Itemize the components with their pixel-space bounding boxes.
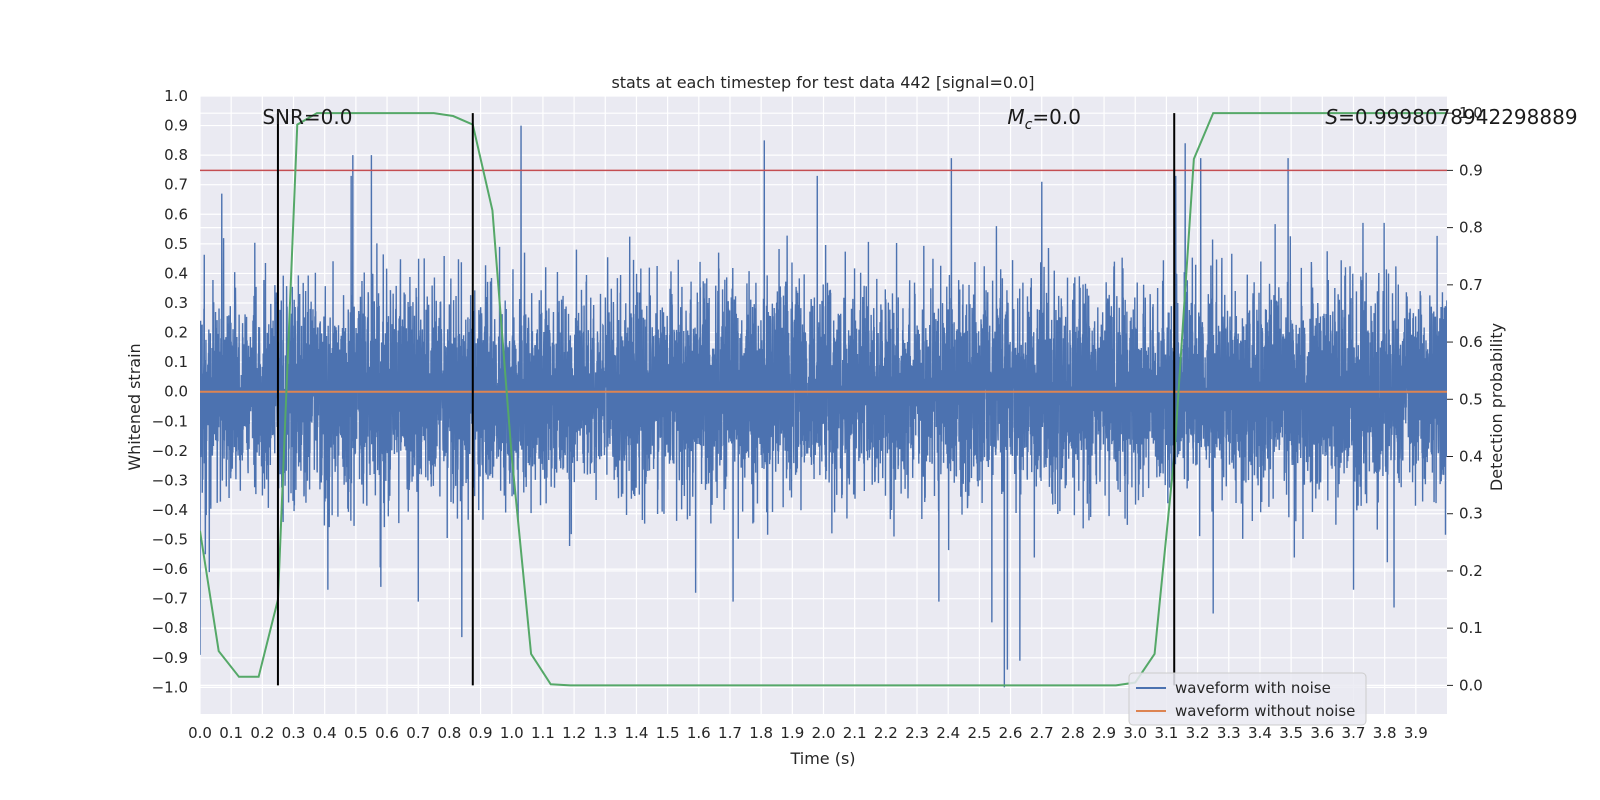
y2-tick-label: 0.4 <box>1459 448 1483 466</box>
y-tick-label: −0.6 <box>152 560 188 578</box>
y-tick-label: 0.3 <box>164 294 188 312</box>
y-tick-label: 0.5 <box>164 235 188 253</box>
ticks: 0.0 0.1 0.2 0.3 0.4 0.5 0.6 0.7 0.8 0.9 1.0 1.1 1.2 1… <box>152 87 1483 742</box>
x-tick-label: 1.7 <box>718 724 742 742</box>
annotation-text: Mc=0.0 <box>1007 105 1081 133</box>
y-tick-label: 0.7 <box>164 176 188 194</box>
y-tick-label: −0.1 <box>152 412 188 430</box>
x-tick-label: 2.2 <box>874 724 898 742</box>
y-tick-label: −0.5 <box>152 531 188 549</box>
x-tick-label: 3.2 <box>1186 724 1210 742</box>
y2-tick-label: 0.6 <box>1459 333 1483 351</box>
y2-tick-label: 0.2 <box>1459 562 1483 580</box>
line-series <box>200 112 1447 687</box>
x-tick-label: 3.0 <box>1123 724 1147 742</box>
y-tick-label: 0.6 <box>164 205 188 223</box>
y-tick-label: −0.9 <box>152 649 188 667</box>
x-tick-label: 3.8 <box>1373 724 1397 742</box>
x-tick-label: 2.7 <box>1030 724 1054 742</box>
x-tick-label: 0.4 <box>313 724 337 742</box>
waveform-with-noise-line <box>200 125 1447 688</box>
annotation-text: SNR=0.0 <box>262 105 352 129</box>
annotation-text: S=0.9998078942298889 <box>1325 105 1577 129</box>
y2-tick-label: 0.1 <box>1459 619 1483 637</box>
y2-tick-label: 0.0 <box>1459 676 1483 694</box>
x-tick-label: 2.8 <box>1061 724 1085 742</box>
legend-box <box>1128 672 1367 726</box>
x-tick-label: 1.9 <box>780 724 804 742</box>
y2-tick-label: 0.5 <box>1459 390 1483 408</box>
x-axis-label: Time (s) <box>789 749 855 768</box>
y2-tick-label: 0.9 <box>1459 161 1483 179</box>
y-tick-label: 0.4 <box>164 264 188 282</box>
x-tick-label: 3.7 <box>1342 724 1366 742</box>
x-tick-label: 2.9 <box>1092 724 1116 742</box>
x-tick-label: 3.3 <box>1217 724 1241 742</box>
x-tick-label: 0.9 <box>469 724 493 742</box>
x-tick-label: 3.4 <box>1248 724 1272 742</box>
y-tick-label: −0.2 <box>152 442 188 460</box>
x-tick-label: 3.5 <box>1279 724 1303 742</box>
x-tick-label: 1.5 <box>656 724 680 742</box>
x-tick-label: 0.2 <box>250 724 274 742</box>
y-tick-label: −0.3 <box>152 471 188 489</box>
y2-tick-label: 0.8 <box>1459 219 1483 237</box>
x-tick-label: 2.5 <box>967 724 991 742</box>
x-tick-label: 2.1 <box>843 724 867 742</box>
y-tick-label: 0.1 <box>164 353 188 371</box>
x-tick-label: 3.9 <box>1404 724 1428 742</box>
y-tick-label: 0.9 <box>164 117 188 135</box>
y-tick-label: −1.0 <box>152 678 188 696</box>
y2-tick-label: 0.3 <box>1459 505 1483 523</box>
x-tick-label: 2.6 <box>999 724 1023 742</box>
annotations: SNR=0.0 Mc=0.0 S=0.9998078942298889 <box>262 105 1577 133</box>
y-tick-label: −0.4 <box>152 501 188 519</box>
y-tick-label: 1.0 <box>164 87 188 105</box>
legend-label: waveform with noise <box>1175 679 1331 697</box>
y-tick-label: 0.2 <box>164 324 188 342</box>
y2-tick-label: 1.0 <box>1459 104 1483 122</box>
x-tick-label: 1.8 <box>749 724 773 742</box>
x-tick-label: 1.0 <box>500 724 524 742</box>
x-tick-label: 2.0 <box>812 724 836 742</box>
y-tick-label: 0.0 <box>164 383 188 401</box>
x-tick-label: 3.1 <box>1154 724 1178 742</box>
x-tick-label: 1.6 <box>687 724 711 742</box>
x-tick-label: 2.4 <box>936 724 960 742</box>
detection-probability-line <box>200 112 1447 687</box>
x-tick-label: 1.1 <box>531 724 555 742</box>
waveform-with-noise-series <box>200 125 1447 688</box>
y2-axis-label: Detection probability <box>1487 323 1506 491</box>
y-tick-label: 0.8 <box>164 146 188 164</box>
x-tick-label: 1.2 <box>562 724 586 742</box>
x-tick-label: 0.8 <box>437 724 461 742</box>
y-tick-label: −0.8 <box>152 619 188 637</box>
x-tick-label: 0.1 <box>219 724 243 742</box>
x-tick-label: 0.3 <box>282 724 306 742</box>
x-tick-label: 3.6 <box>1310 724 1334 742</box>
x-tick-label: 1.3 <box>593 724 617 742</box>
chart-title: stats at each timestep for test data 442… <box>611 73 1034 92</box>
legend-label: waveform without noise <box>1175 702 1355 720</box>
y-axis-label: Whitened strain <box>125 343 144 470</box>
x-tick-label: 2.3 <box>905 724 929 742</box>
legend: waveform with noise waveform without nois… <box>1128 672 1367 726</box>
x-tick-label: 0.6 <box>375 724 399 742</box>
y2-tick-label: 0.7 <box>1459 276 1483 294</box>
y-tick-label: −0.7 <box>152 590 188 608</box>
x-tick-label: 0.7 <box>406 724 430 742</box>
x-tick-label: 0.5 <box>344 724 368 742</box>
x-tick-label: 0.0 <box>188 724 212 742</box>
x-tick-label: 1.4 <box>625 724 649 742</box>
